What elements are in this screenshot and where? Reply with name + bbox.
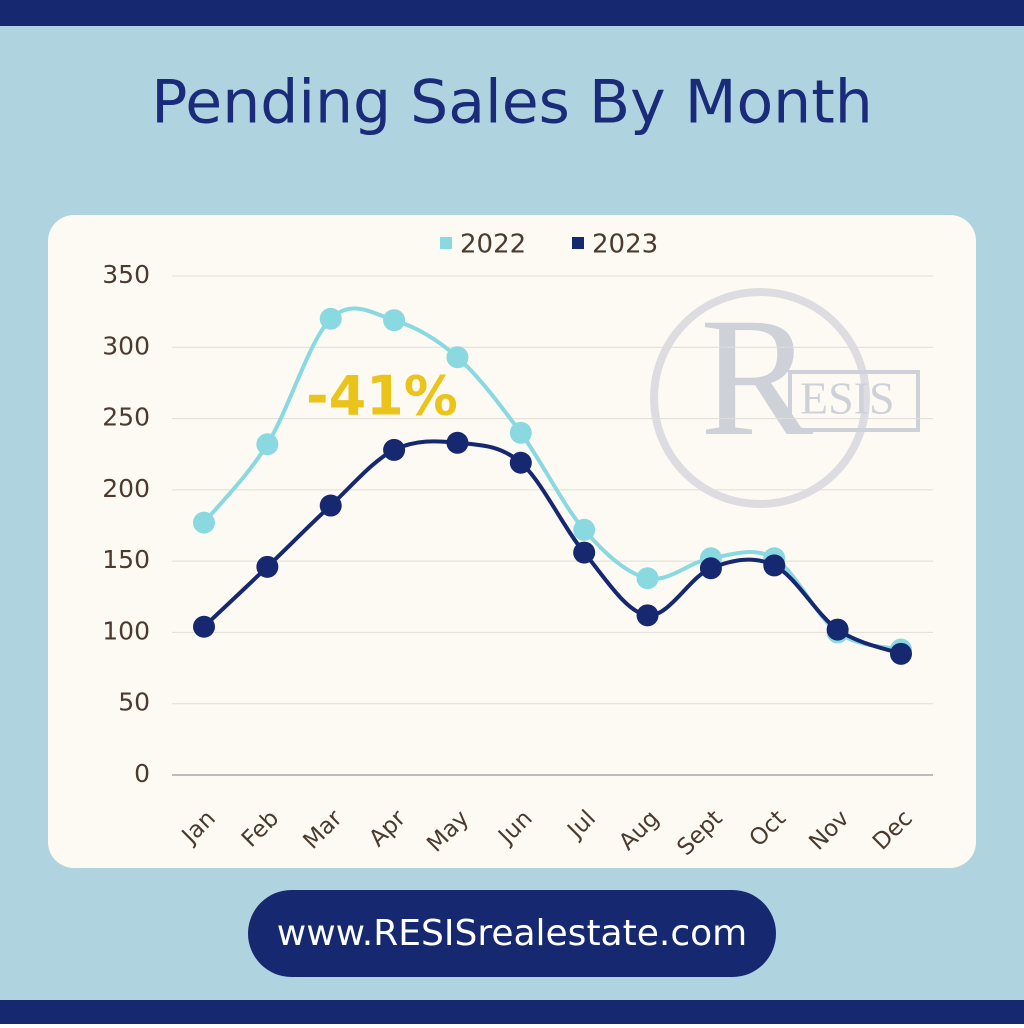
chart-card (48, 215, 976, 868)
data-point (636, 567, 659, 590)
data-point (319, 307, 342, 330)
y-tick-label: 250 (102, 403, 150, 432)
data-point (509, 421, 532, 444)
annotation: -41% (306, 365, 458, 428)
watermark-initial: R (700, 283, 814, 471)
data-point (383, 438, 406, 461)
data-point (256, 555, 279, 578)
y-tick-label: 350 (102, 260, 150, 289)
data-point (826, 618, 849, 641)
data-point (573, 518, 596, 541)
data-point (193, 615, 215, 638)
legend-swatch (440, 237, 452, 249)
data-point (573, 541, 596, 564)
watermark-text: ESIS (800, 373, 895, 424)
top-bar (0, 0, 1024, 26)
watermark-ring (650, 288, 870, 508)
watermark-box (788, 370, 920, 432)
data-point (446, 431, 469, 454)
data-point (193, 511, 215, 534)
data-point (763, 554, 786, 577)
legend-swatch (572, 237, 584, 249)
y-tick-label: 0 (134, 759, 150, 788)
y-tick-label: 300 (102, 331, 150, 360)
data-point (383, 309, 406, 332)
y-tick-label: 100 (102, 616, 150, 645)
data-point (446, 346, 469, 369)
legend-label: 2022 (460, 230, 526, 260)
y-tick-label: 50 (118, 688, 150, 717)
data-point (509, 451, 532, 474)
watermark: R ESIS (650, 283, 920, 508)
data-point (256, 433, 279, 456)
legend-label: 2023 (592, 230, 658, 260)
y-tick-label: 150 (102, 545, 150, 574)
data-point (319, 494, 342, 517)
y-tick-label: 200 (102, 474, 150, 503)
chart-title: Pending Sales By Month (151, 68, 873, 138)
data-point (699, 557, 722, 580)
footer-pill (248, 890, 776, 977)
bottom-bar (0, 1000, 1024, 1024)
data-point (636, 604, 659, 627)
footer-url: www.RESISrealestate.com (277, 913, 747, 954)
data-point (890, 642, 912, 665)
